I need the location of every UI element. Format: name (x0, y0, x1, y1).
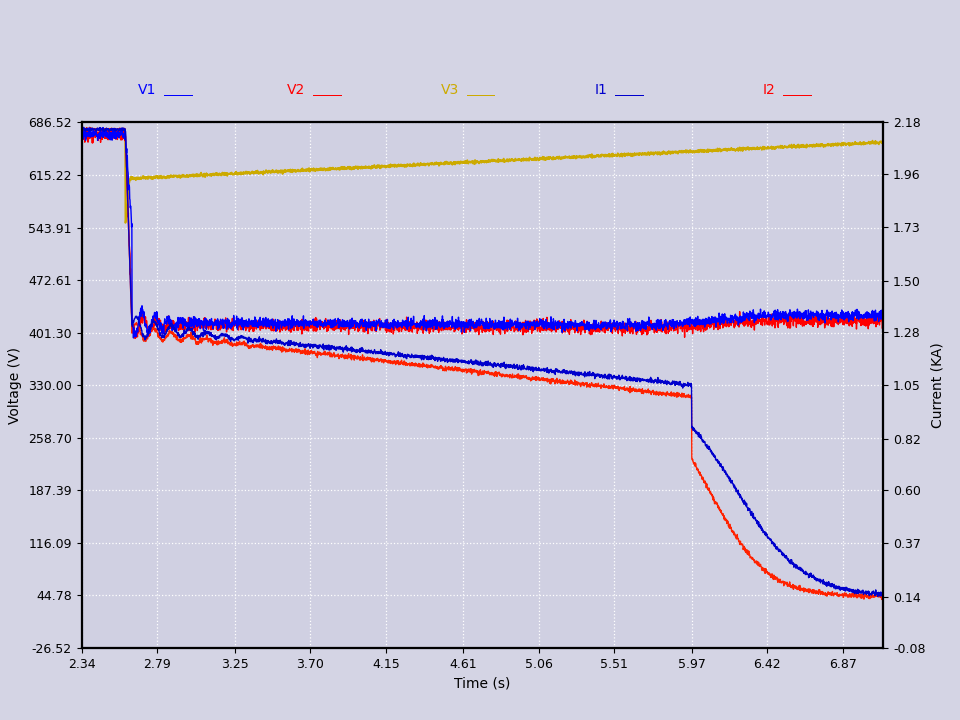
Text: I2: I2 (763, 83, 776, 97)
Text: I1: I1 (595, 83, 608, 97)
Text: V2: V2 (287, 83, 305, 97)
Y-axis label: Voltage (V): Voltage (V) (9, 347, 22, 423)
Text: V1: V1 (138, 83, 156, 97)
Text: V3: V3 (441, 83, 459, 97)
Y-axis label: Current (KA): Current (KA) (931, 342, 945, 428)
X-axis label: Time (s): Time (s) (454, 676, 511, 690)
